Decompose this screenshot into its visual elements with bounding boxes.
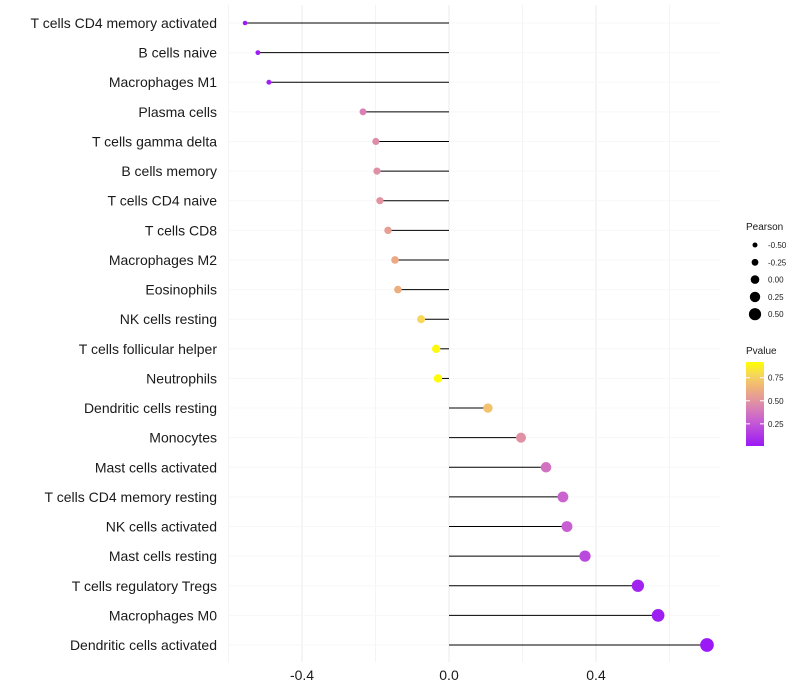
- color-legend-label: 0.75: [768, 374, 784, 383]
- lollipop-point: [579, 550, 591, 562]
- y-category-label: Dendritic cells activated: [70, 637, 217, 653]
- y-category-label: T cells gamma delta: [92, 133, 217, 149]
- y-category-label: Monocytes: [149, 430, 217, 446]
- size-legend-label: 0.25: [768, 293, 784, 302]
- lollipop-point: [384, 226, 392, 235]
- lollipop-point: [433, 374, 443, 383]
- y-category-label: NK cells resting: [120, 311, 217, 327]
- lollipop-point: [561, 521, 573, 532]
- y-category-label: T cells CD4 memory resting: [45, 489, 217, 505]
- lollipop-point: [359, 108, 367, 116]
- lollipop-point: [700, 638, 714, 652]
- lollipop-point: [557, 491, 569, 503]
- y-category-label: NK cells activated: [106, 519, 217, 535]
- lollipop-point: [516, 432, 527, 443]
- y-category-label: B cells naive: [138, 45, 217, 61]
- lollipop-point: [394, 285, 402, 294]
- size-legend-key: [751, 258, 759, 266]
- lollipop-point: [242, 20, 248, 26]
- y-category-label: Mast cells resting: [109, 548, 217, 564]
- size-legend-key: [749, 291, 761, 303]
- lollipop-point: [431, 344, 441, 353]
- lollipop-point: [376, 197, 384, 205]
- size-legend-label: -0.25: [768, 258, 787, 267]
- lollipop-point: [631, 579, 645, 592]
- size-legend-key: [752, 242, 758, 248]
- lollipop-point: [391, 256, 399, 264]
- lollipop-point: [372, 137, 380, 146]
- y-category-label: Neutrophils: [146, 370, 217, 386]
- lollipop-point: [255, 50, 261, 56]
- x-tick-label: -0.4: [290, 667, 314, 683]
- y-category-label: T cells follicular helper: [79, 341, 218, 357]
- lollipop-point: [540, 462, 552, 473]
- size-legend-label: -0.50: [768, 241, 787, 250]
- y-category-label: Macrophages M2: [109, 252, 217, 268]
- lollipop-point: [266, 79, 272, 85]
- size-legend-key: [750, 275, 760, 284]
- lollipop-point: [483, 403, 493, 413]
- y-category-label: Macrophages M0: [109, 607, 217, 623]
- size-legend-label: 0.50: [768, 310, 784, 319]
- lollipop-point: [417, 315, 426, 324]
- color-legend-bar: [746, 362, 764, 446]
- size-legend-title: Pearson: [746, 222, 783, 233]
- y-category-label: Eosinophils: [145, 282, 217, 298]
- y-category-label: Mast cells activated: [95, 459, 217, 475]
- lollipop-point: [651, 609, 665, 622]
- color-legend-label: 0.25: [768, 420, 784, 429]
- x-tick-label: 0.0: [439, 667, 459, 683]
- x-tick-label: 0.4: [586, 667, 606, 683]
- y-category-label: Plasma cells: [138, 104, 217, 120]
- y-category-label: Dendritic cells resting: [84, 400, 217, 416]
- y-category-label: T cells regulatory Tregs: [72, 578, 217, 594]
- lollipop-point: [373, 167, 381, 175]
- y-category-label: B cells memory: [121, 163, 217, 179]
- y-category-label: T cells CD4 naive: [108, 193, 218, 209]
- color-legend-label: 0.50: [768, 397, 784, 406]
- size-legend-key: [748, 308, 762, 321]
- size-legend-label: 0.00: [768, 276, 784, 285]
- color-legend-title: Pvalue: [746, 346, 777, 357]
- y-category-label: T cells CD8: [145, 222, 217, 238]
- y-category-label: T cells CD4 memory activated: [31, 15, 217, 31]
- y-category-label: Macrophages M1: [109, 74, 217, 90]
